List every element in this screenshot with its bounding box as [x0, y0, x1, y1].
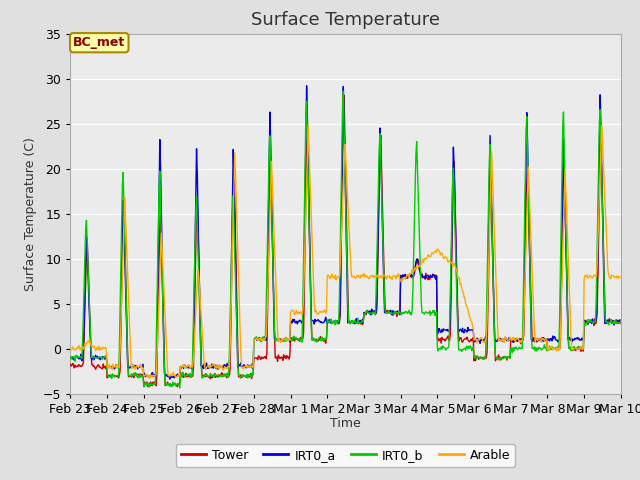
- IRT0_a: [67, 355, 74, 361]
- IRT0_a: [429, 272, 437, 278]
- IRT0_b: [77, 354, 84, 360]
- Arable: [219, 366, 227, 372]
- IRT0_a: [133, 364, 141, 370]
- Tower: [413, 256, 421, 262]
- Tower: [189, 364, 197, 370]
- IRT0_a: [77, 356, 84, 362]
- IRT0_b: [219, 374, 227, 380]
- Tower: [616, 320, 624, 325]
- Tower: [173, 384, 181, 389]
- IRT0_a: [219, 364, 227, 370]
- Tower: [77, 363, 84, 369]
- Y-axis label: Surface Temperature (C): Surface Temperature (C): [24, 137, 37, 290]
- Line: IRT0_b: IRT0_b: [70, 91, 620, 388]
- Text: BC_met: BC_met: [73, 36, 125, 49]
- Arable: [616, 274, 624, 280]
- IRT0_b: [616, 321, 624, 326]
- Tower: [429, 272, 437, 278]
- IRT0_a: [413, 256, 421, 262]
- IRT0_b: [176, 385, 184, 391]
- Tower: [219, 371, 227, 377]
- IRT0_b: [189, 314, 197, 320]
- Tower: [67, 361, 74, 367]
- Legend: Tower, IRT0_a, IRT0_b, Arable: Tower, IRT0_a, IRT0_b, Arable: [176, 444, 515, 467]
- Line: IRT0_a: IRT0_a: [70, 86, 620, 379]
- Tower: [340, 93, 348, 98]
- Arable: [413, 262, 421, 267]
- Arable: [189, 356, 197, 361]
- IRT0_a: [189, 347, 197, 352]
- IRT0_b: [429, 310, 437, 315]
- Arable: [67, 347, 74, 353]
- Arable: [146, 375, 154, 381]
- IRT0_b: [67, 355, 74, 360]
- IRT0_b: [339, 88, 347, 94]
- Line: Arable: Arable: [70, 125, 620, 378]
- IRT0_a: [166, 376, 173, 382]
- Arable: [304, 122, 312, 128]
- Line: Tower: Tower: [70, 96, 620, 386]
- IRT0_a: [616, 317, 624, 323]
- Title: Surface Temperature: Surface Temperature: [251, 11, 440, 29]
- IRT0_b: [413, 166, 421, 172]
- Tower: [133, 373, 141, 379]
- Arable: [77, 347, 84, 353]
- Arable: [429, 251, 437, 257]
- IRT0_b: [133, 371, 141, 377]
- Arable: [133, 363, 141, 369]
- IRT0_a: [303, 83, 310, 89]
- X-axis label: Time: Time: [330, 417, 361, 430]
